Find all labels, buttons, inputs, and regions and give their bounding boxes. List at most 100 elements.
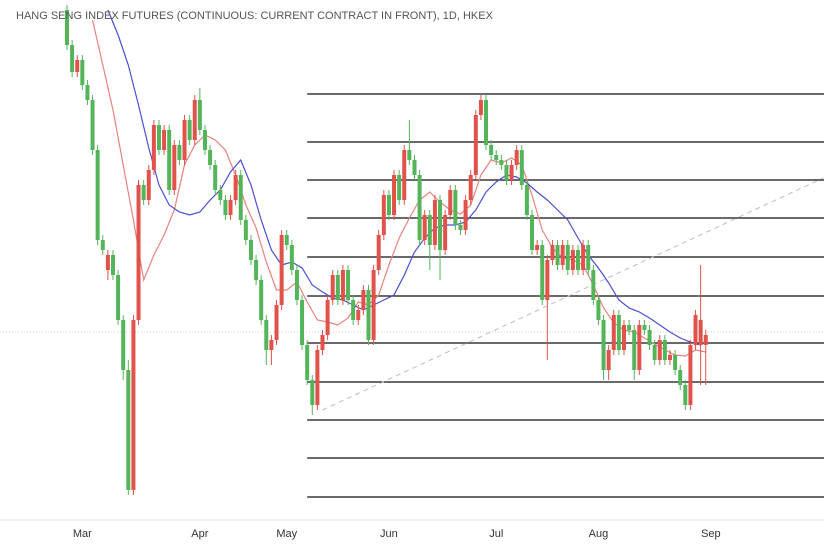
candle-body (146, 170, 151, 200)
candle-body (683, 385, 688, 405)
candle-body (131, 320, 136, 490)
candle-body (264, 320, 269, 350)
x-tick-label: Aug (589, 528, 609, 540)
candle-body (509, 165, 514, 180)
candle-body (596, 300, 601, 320)
candle-body (238, 175, 243, 220)
candle-body (105, 255, 110, 270)
trend-line (322, 177, 824, 411)
candle-body (197, 100, 202, 130)
candle-body (519, 150, 524, 185)
candle-body (611, 315, 616, 350)
candle-body (259, 280, 264, 320)
candle-body (381, 195, 386, 235)
candle-body (151, 125, 156, 170)
candle-body (361, 290, 366, 310)
candle-body (162, 130, 167, 150)
candle-body (504, 165, 509, 180)
candle-body (514, 150, 519, 165)
candle-body (325, 300, 330, 335)
candle-body (422, 215, 427, 240)
candle-body (80, 60, 85, 85)
candle-body (85, 85, 90, 100)
candle-body (407, 150, 412, 160)
candle-body (310, 380, 315, 405)
candle-body (438, 200, 443, 250)
candle-body (218, 190, 223, 200)
candle-body (642, 325, 647, 330)
candle-body (75, 60, 80, 72)
candle-body (386, 195, 391, 215)
candle-body (673, 355, 678, 370)
candle-body (392, 175, 397, 215)
candle-body (606, 350, 611, 370)
candle-body (530, 215, 535, 250)
candle-body (453, 190, 458, 225)
candle-body (351, 300, 356, 320)
candle-body (269, 340, 274, 350)
candle-body (693, 315, 698, 345)
candle-body (294, 270, 299, 300)
candle-body (581, 245, 586, 270)
plot-area (0, 5, 824, 498)
candle-body (545, 260, 550, 300)
candle-body (376, 235, 381, 270)
candle-body (243, 220, 248, 240)
candle-body (601, 320, 606, 370)
candle-body (499, 160, 504, 165)
candle-body (448, 190, 453, 215)
candle-body (100, 240, 105, 250)
candle-body (698, 320, 703, 345)
x-tick-label: Apr (191, 528, 208, 540)
candle-body (95, 150, 100, 240)
candle-body (576, 250, 580, 270)
candle-body (621, 325, 626, 350)
candle-body (473, 115, 478, 175)
chart-title: HANG SENG INDEX FUTURES (CONTINUOUS: CUR… (16, 10, 494, 22)
candle-body (489, 145, 494, 155)
candle-body (555, 245, 560, 265)
candle-body (632, 330, 637, 370)
candle-body (662, 340, 667, 360)
candle-body (432, 200, 437, 245)
candle-body (187, 120, 192, 140)
candle-body (402, 150, 407, 200)
candle-body (616, 315, 621, 350)
candle-body (274, 305, 279, 340)
candle-body (468, 175, 473, 200)
candle-body (703, 335, 708, 345)
candle-body (356, 310, 361, 320)
candle-body (233, 175, 238, 200)
candle-body (223, 200, 228, 215)
x-tick-label: Jul (489, 528, 503, 540)
candle-body (121, 320, 126, 370)
x-tick-label: May (276, 528, 297, 540)
candle-body (70, 45, 75, 72)
candle-body (494, 155, 499, 160)
candle-body (478, 100, 483, 115)
x-tick-label: Mar (73, 528, 92, 540)
candle-body (560, 245, 565, 265)
candle-body (346, 270, 351, 300)
candle-body (136, 185, 141, 320)
candle-body (330, 275, 335, 300)
candle-body (335, 275, 340, 300)
candle-body (565, 245, 570, 270)
candle-body (116, 275, 121, 320)
candle-body (300, 300, 305, 345)
candle-body (192, 100, 197, 140)
candle-body (678, 370, 683, 385)
candle-body (591, 270, 596, 300)
candle-body (484, 100, 489, 145)
candle-body (284, 235, 289, 245)
candle-body (320, 335, 325, 350)
candle-body (340, 270, 345, 300)
candle-body (315, 350, 320, 405)
candle-body (202, 130, 207, 150)
candle-body (172, 145, 177, 190)
candle-body (637, 325, 642, 370)
candle-body (412, 160, 417, 175)
candle-body (570, 250, 575, 270)
candle-body (586, 245, 591, 270)
